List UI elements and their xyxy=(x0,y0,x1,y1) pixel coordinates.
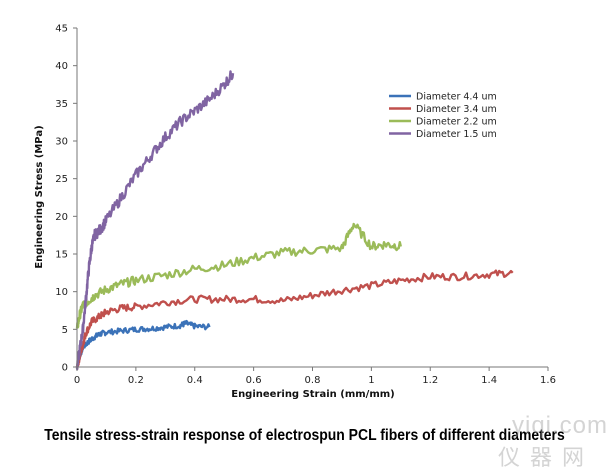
x-tick-label: 0.8 xyxy=(305,375,321,386)
x-tick-label: 0 xyxy=(74,375,80,386)
watermark-logo: 仪器网 xyxy=(498,445,595,470)
y-axis-title: Engineering Stress (MPa) xyxy=(34,125,45,268)
x-tick-label: 1.4 xyxy=(481,375,497,386)
watermark-site: yiqi.com xyxy=(512,412,609,439)
y-tick-label: 30 xyxy=(55,137,68,148)
legend-label: Diameter 1.5 um xyxy=(416,129,497,140)
legend-label: Diameter 3.4 um xyxy=(416,104,497,115)
y-tick-label: 35 xyxy=(55,99,68,110)
series-line-4 xyxy=(75,70,235,371)
y-tick-label: 40 xyxy=(55,61,68,72)
figure-caption: Tensile stress-strain response of electr… xyxy=(44,427,565,444)
x-tick-label: 0.4 xyxy=(187,375,203,386)
x-tick-label: 0.2 xyxy=(128,375,144,386)
x-axis-title: Engineering Strain (mm/mm) xyxy=(231,389,395,400)
x-tick-label: 0.6 xyxy=(246,375,262,386)
plot-area xyxy=(75,70,514,371)
x-tick-label: 1.2 xyxy=(422,375,438,386)
legend-label: Diameter 4.4 um xyxy=(416,92,497,103)
series-line-1 xyxy=(75,319,211,369)
y-tick-label: 45 xyxy=(55,24,68,35)
y-tick-label: 25 xyxy=(55,174,68,185)
y-tick-label: 5 xyxy=(62,325,68,336)
y-axis-ticks: 0 5 10 15 20 25 30 35 40 45 xyxy=(55,24,77,374)
legend-label: Diameter 2.2 um xyxy=(416,117,497,128)
series-line-3 xyxy=(75,222,402,329)
series-line-2 xyxy=(75,269,514,370)
x-axis-ticks: 0 0.2 0.4 0.6 0.8 1 1.2 1.4 1.6 xyxy=(74,367,556,386)
y-tick-label: 15 xyxy=(55,250,68,261)
axes xyxy=(76,28,548,368)
x-tick-label: 1.6 xyxy=(540,375,556,386)
y-tick-label: 0 xyxy=(62,363,68,374)
y-tick-label: 20 xyxy=(55,212,68,223)
y-tick-label: 10 xyxy=(55,287,68,298)
x-tick-label: 1 xyxy=(368,375,374,386)
